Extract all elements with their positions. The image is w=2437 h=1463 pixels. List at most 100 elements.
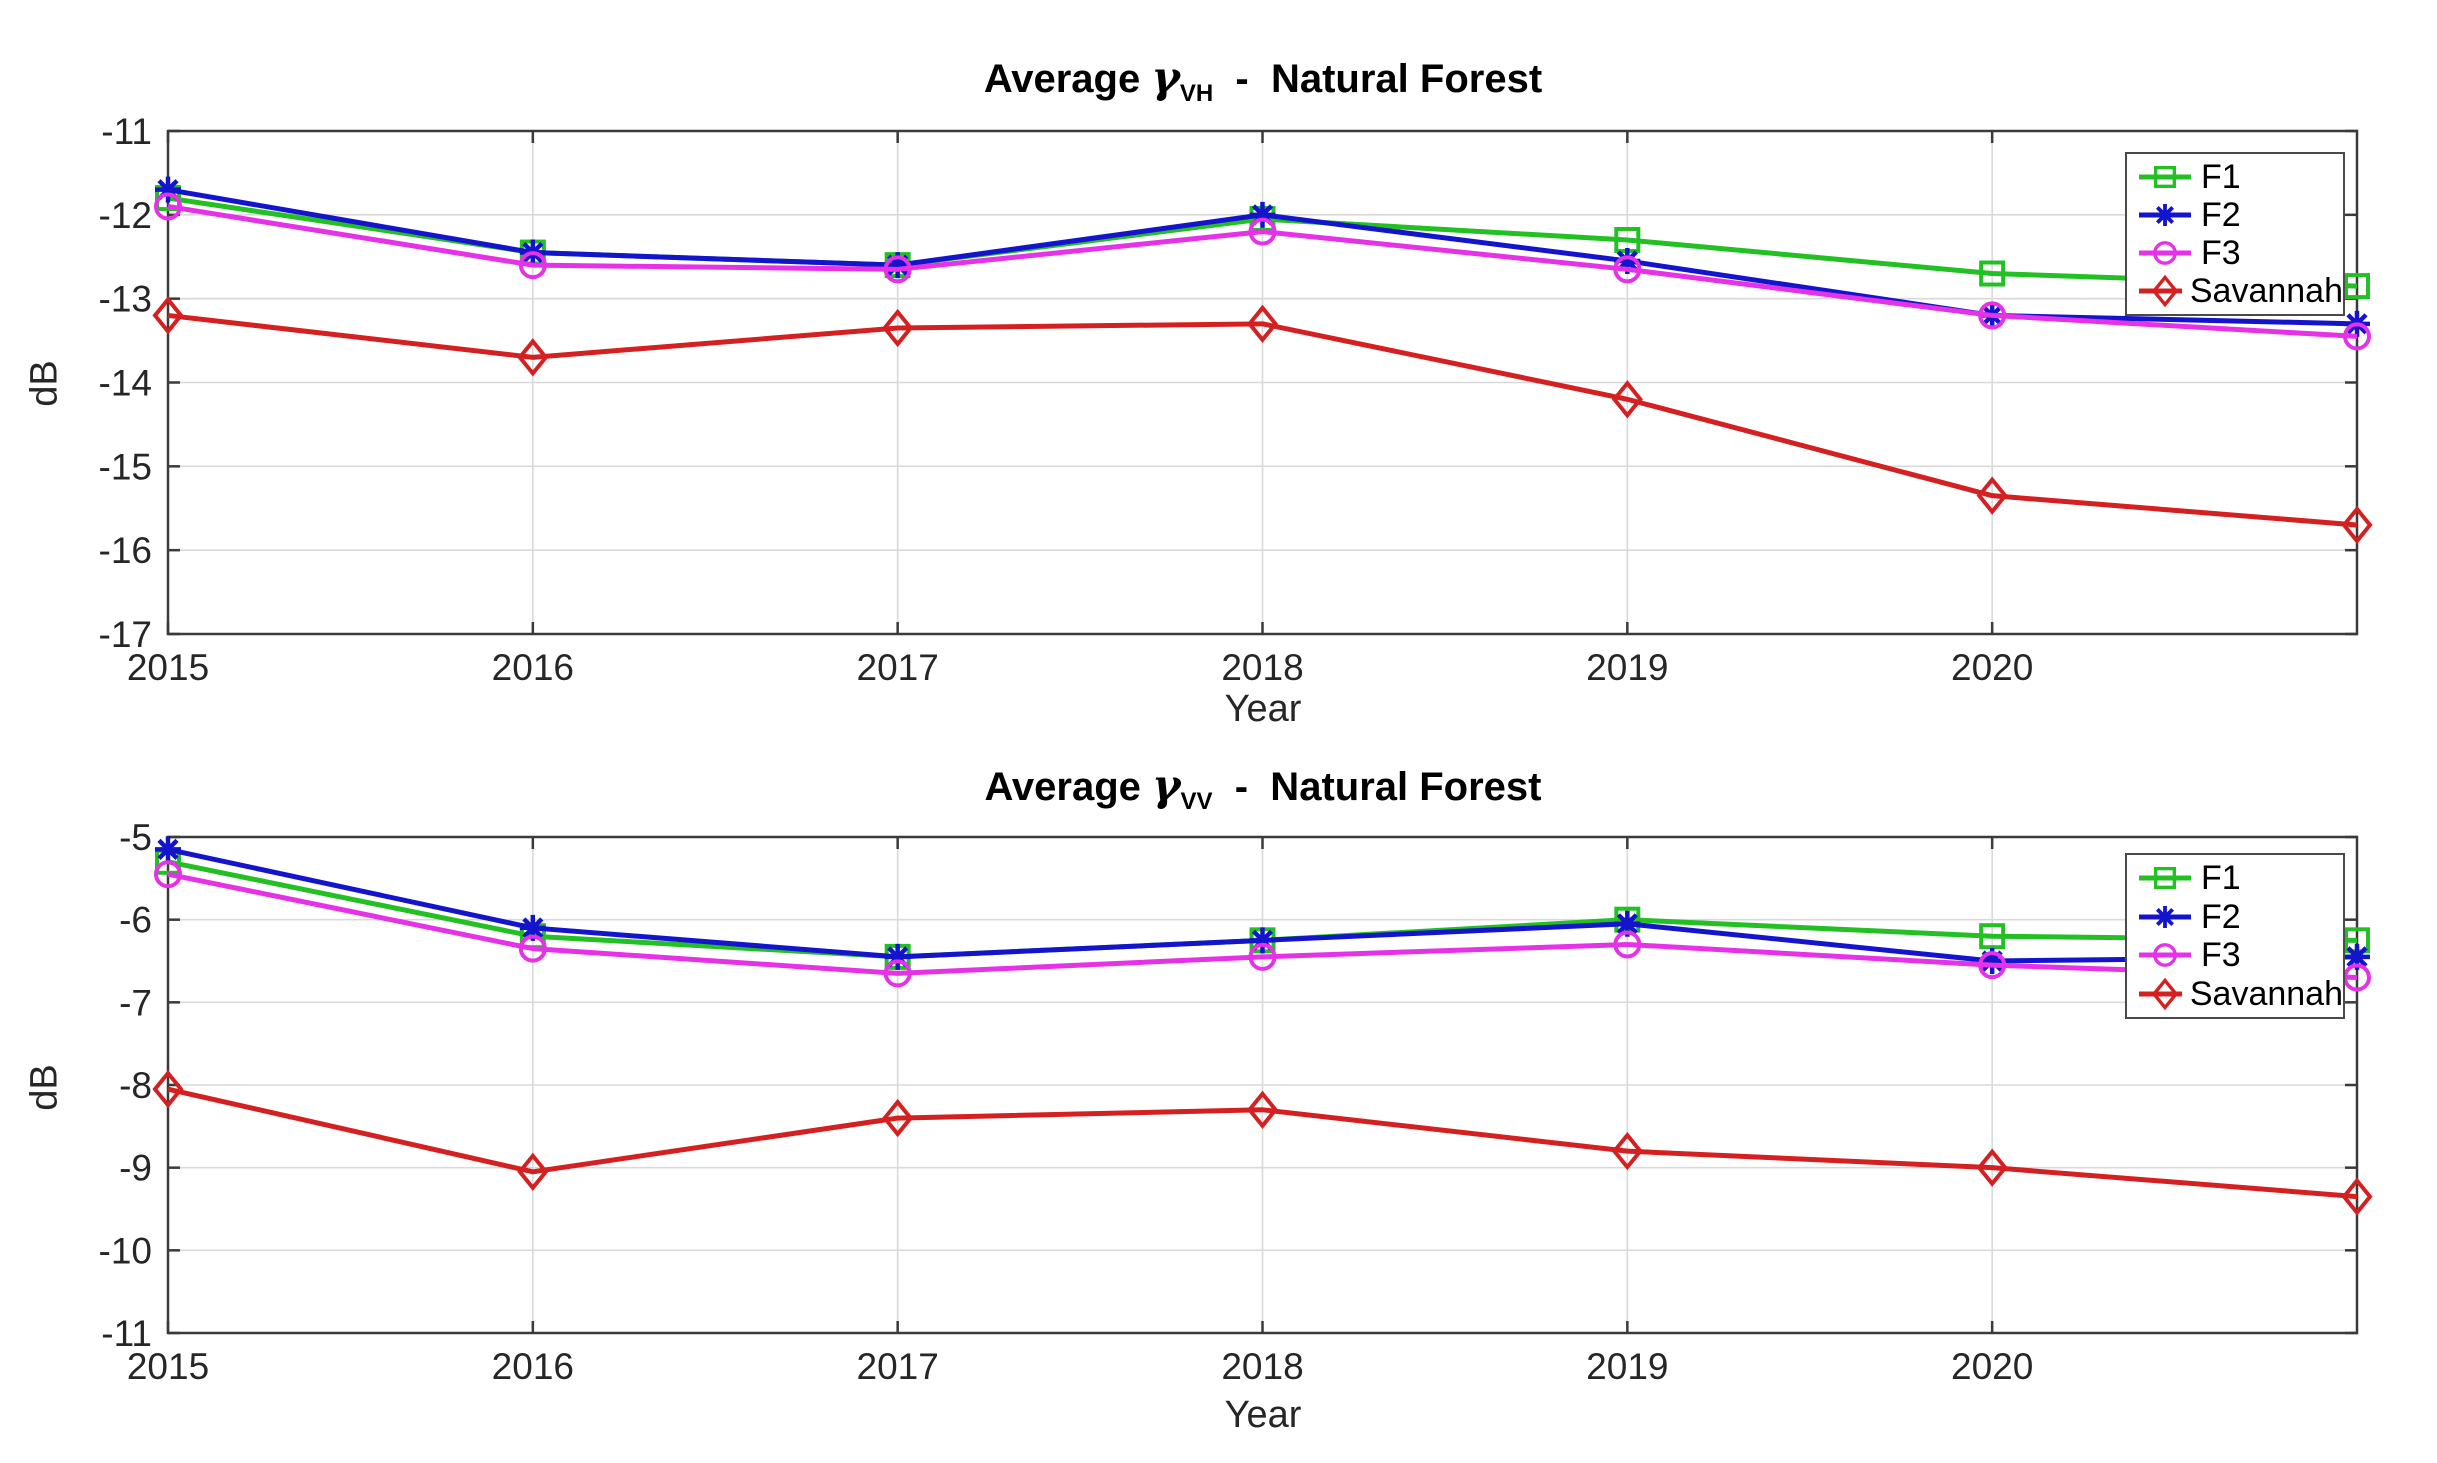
legend: F1 F2 F3 Savannah: [2125, 853, 2345, 1019]
series-line: [167, 195, 2358, 289]
legend-label: F2: [2201, 196, 2241, 234]
asterisk-marker: [1249, 201, 1276, 228]
svg-text:2018: 2018: [1221, 647, 1303, 688]
circle-marker: [883, 959, 912, 988]
svg-text:-17: -17: [99, 614, 152, 655]
svg-text:2016: 2016: [492, 1346, 574, 1387]
legend-label: F1: [2201, 859, 2241, 898]
series-savannah: [152, 296, 2373, 545]
svg-text:-5: -5: [119, 817, 152, 858]
tick-marks: [166, 129, 2357, 636]
square-marker: [1979, 923, 2006, 950]
asterisk-marker: [519, 914, 546, 941]
square-marker: [884, 943, 911, 970]
y-tick-labels: -11 -12 -13 -14 -15 -16 -17: [99, 111, 152, 655]
title-subscript: VV: [1180, 788, 1213, 815]
asterisk-marker: [884, 252, 911, 279]
series-line: [167, 871, 2358, 981]
svg-text:-7: -7: [119, 982, 152, 1023]
svg-text:-11: -11: [101, 111, 152, 152]
legend-item-f1: F1: [2137, 160, 2343, 194]
series-line: [167, 203, 2358, 339]
legend-label: F2: [2201, 897, 2241, 936]
legend-item-f2: F2: [2137, 198, 2343, 232]
axis-border: [166, 835, 2359, 1335]
y-tick-labels: -5 -6 -7 -8 -9 -10 -11: [99, 817, 152, 1354]
svg-text:2017: 2017: [857, 647, 939, 688]
series-f1: [155, 848, 2370, 970]
legend-label: Savannah: [2189, 272, 2343, 310]
y-axis-label: dB: [23, 1064, 66, 1111]
legend-label: F1: [2201, 158, 2241, 196]
svg-text:-6: -6: [119, 900, 152, 941]
legend-item-savannah: Savannah: [2137, 274, 2343, 308]
diamond-marker: [1976, 1148, 2008, 1187]
series-line: [167, 312, 2358, 528]
asterisk-marker: [2153, 203, 2177, 227]
diamond-marker: [1976, 476, 2008, 515]
square-marker: [2344, 273, 2370, 300]
title-prefix: Average: [983, 57, 1152, 101]
title-suffix: - Natural Forest: [1213, 57, 1543, 101]
series-f3: [154, 192, 2371, 351]
svg-text:-14: -14: [99, 363, 152, 404]
square-marker: [519, 923, 546, 950]
series-f2: [155, 176, 2370, 337]
diamond-marker: [882, 308, 914, 348]
circle-marker: [518, 251, 547, 280]
asterisk-marker: [155, 176, 181, 203]
svg-text:2016: 2016: [492, 647, 574, 688]
axis-border: [166, 129, 2359, 636]
svg-text:2019: 2019: [1586, 647, 1668, 688]
circle-marker: [1978, 951, 2007, 980]
series-f1: [155, 185, 2370, 300]
circle-marker: [518, 934, 547, 963]
asterisk-marker: [1979, 948, 2006, 974]
diamond-marker: [2341, 1177, 2373, 1216]
diamond-marker: [1611, 380, 1643, 419]
series-line: [167, 187, 2358, 327]
legend-sample-asterisk: [2139, 905, 2191, 928]
svg-text:2020: 2020: [1951, 1346, 2033, 1387]
asterisk-marker: [519, 239, 546, 266]
x-axis-label: Year: [1224, 688, 1302, 730]
asterisk-marker: [2344, 310, 2370, 337]
legend-sample-asterisk: [2139, 203, 2191, 227]
legend-item-f2: F2: [2137, 900, 2343, 934]
diamond-marker: [1246, 304, 1279, 343]
asterisk-marker: [2153, 905, 2177, 928]
x-axis-label: Year: [1224, 1394, 1302, 1436]
gridlines: [167, 836, 2357, 1334]
square-marker: [1614, 906, 1641, 933]
circle-marker: [1613, 255, 1642, 284]
square-marker: [155, 185, 181, 212]
square-marker: [519, 239, 546, 266]
title-prefix: Average: [984, 765, 1152, 809]
diamond-marker: [882, 1098, 914, 1138]
svg-text:2018: 2018: [1221, 1346, 1303, 1387]
circle-marker: [1248, 942, 1277, 971]
circle-marker: [2343, 322, 2371, 351]
diamond-marker: [1611, 1131, 1643, 1171]
series-line: [167, 846, 2358, 964]
title-subscript: VH: [1179, 80, 1214, 107]
diamond-marker: [517, 338, 549, 377]
svg-text:-13: -13: [99, 279, 152, 320]
square-marker: [1614, 226, 1641, 253]
diamond-marker: [152, 296, 184, 335]
square-marker: [155, 848, 181, 875]
legend-label: Savannah: [2189, 974, 2343, 1013]
asterisk-marker: [1249, 927, 1276, 954]
circle-marker: [883, 255, 912, 284]
chart-title-vv: Average γVV - Natural Forest: [168, 760, 2358, 817]
svg-text:-12: -12: [99, 195, 152, 236]
x-tick-labels: 2015 2016 2017 2018 2019 2020: [127, 647, 2033, 688]
legend-item-f1: F1: [2137, 861, 2343, 895]
tick-marks: [166, 835, 2357, 1335]
square-marker: [1249, 206, 1276, 233]
series-savannah: [152, 1069, 2373, 1216]
circle-marker: [1978, 301, 2007, 330]
legend-item-savannah: Savannah: [2137, 977, 2343, 1011]
svg-text:-8: -8: [119, 1065, 152, 1106]
diamond-marker: [2341, 505, 2373, 545]
